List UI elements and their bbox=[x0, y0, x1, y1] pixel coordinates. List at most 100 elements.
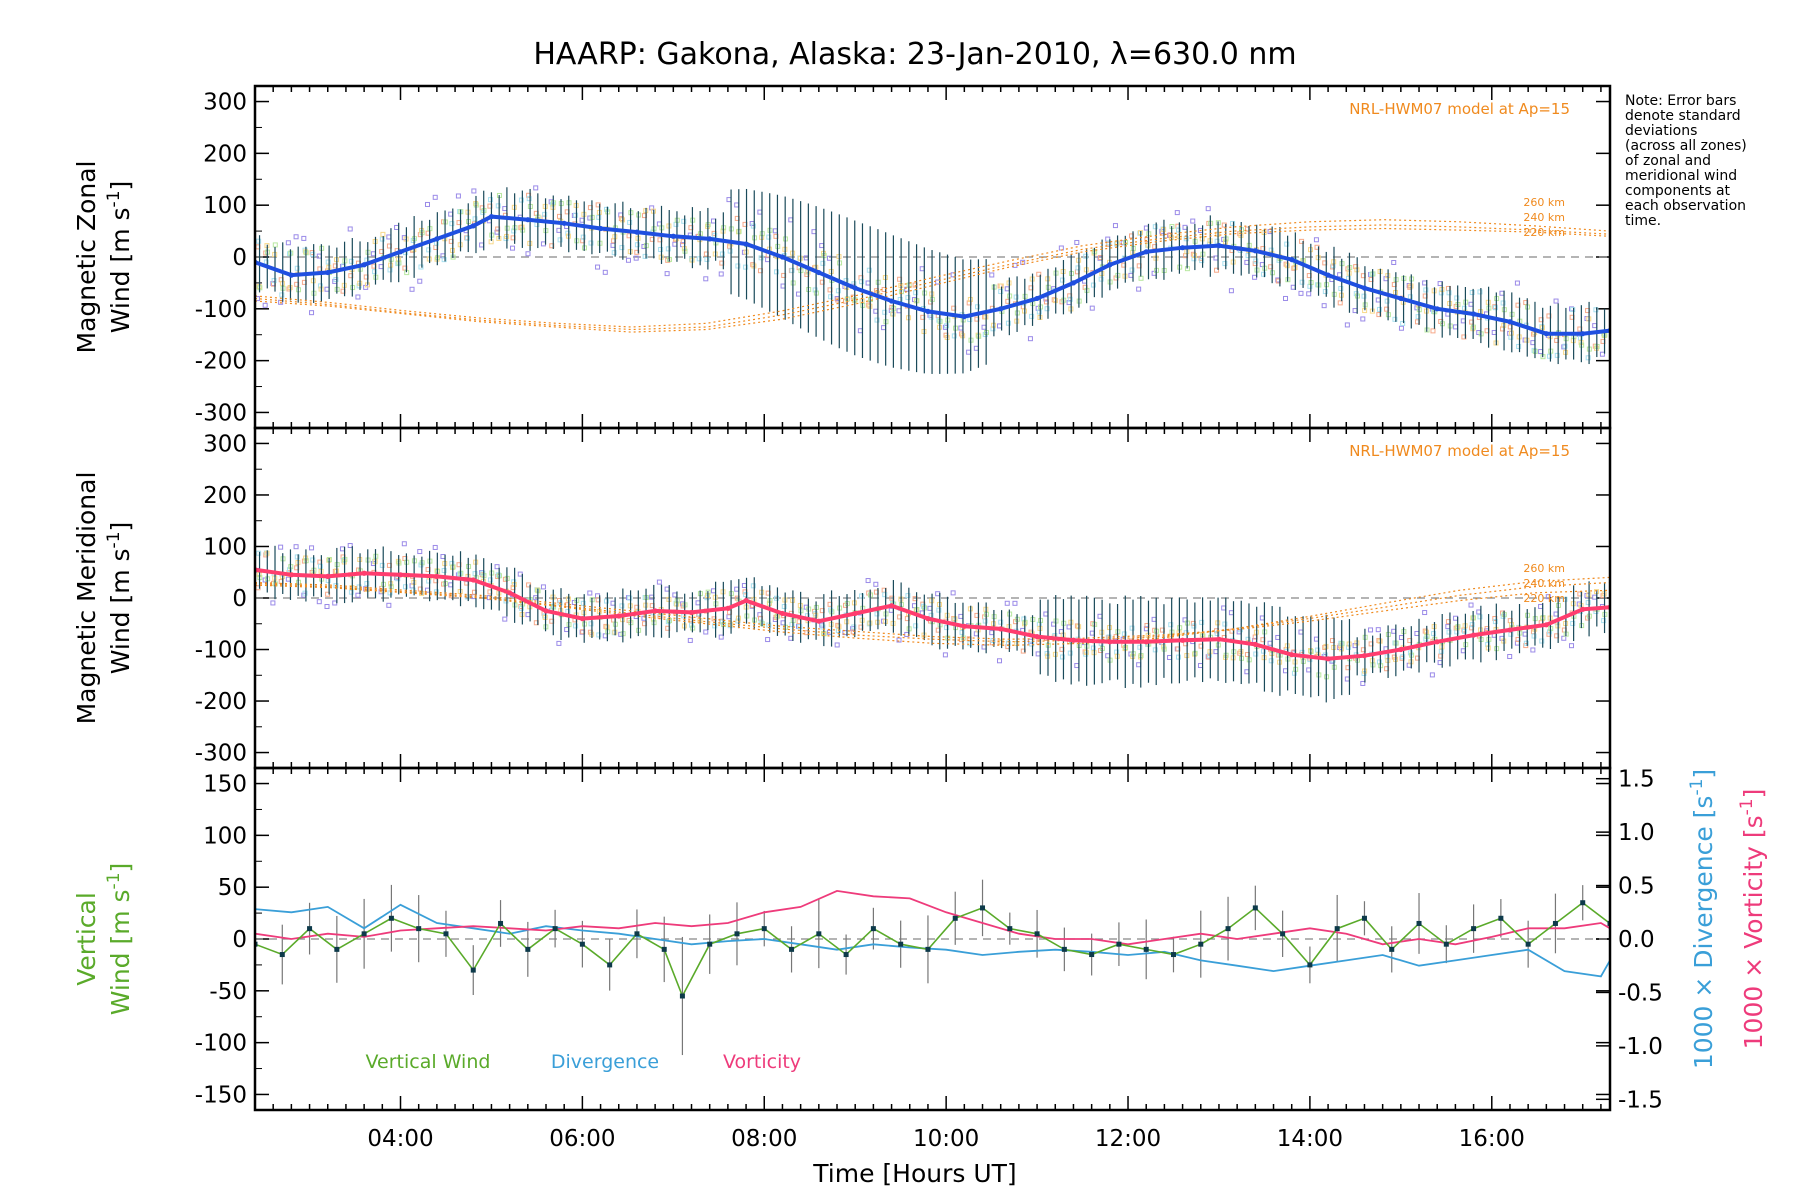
wind-point bbox=[1470, 311, 1477, 317]
wind-point bbox=[288, 572, 294, 578]
vertical-wind-panel: -150 -100 -50 0 50 100 150 -1.5 -1.0 -0.5 0.0 0.5 1.… bbox=[72, 767, 1768, 1188]
zone-estimate-marker bbox=[317, 283, 323, 289]
zone-estimate-marker bbox=[588, 621, 594, 627]
wind-point bbox=[1580, 606, 1586, 612]
note-line: each observation bbox=[1625, 198, 1746, 214]
zone-estimate-marker bbox=[1261, 271, 1267, 277]
vertical-wind-point bbox=[388, 915, 394, 921]
zone-estimate-marker bbox=[765, 257, 771, 263]
zone-estimate-marker bbox=[1553, 611, 1559, 617]
y-tick-label: 300 bbox=[203, 431, 247, 457]
wind-point bbox=[1361, 285, 1368, 291]
zone-estimate-marker bbox=[1252, 274, 1258, 280]
vertical-wind-point bbox=[1471, 926, 1477, 932]
zone-estimate-marker bbox=[441, 568, 447, 574]
zone-estimate-marker bbox=[511, 228, 517, 234]
zone-estimate-marker bbox=[1313, 237, 1319, 243]
zone-estimate-marker bbox=[1044, 306, 1050, 312]
zone-estimate-marker bbox=[927, 605, 933, 611]
zone-estimate-marker bbox=[1539, 638, 1545, 644]
zone-estimate-marker bbox=[557, 600, 563, 606]
zone-estimate-marker bbox=[1138, 275, 1144, 281]
zone-estimate-marker bbox=[510, 245, 516, 251]
zone-estimate-marker bbox=[1400, 654, 1406, 660]
y-tick-label: 100 bbox=[203, 193, 247, 219]
model-label: NRL-HWM07 model at Ap=15 bbox=[1349, 442, 1570, 460]
zone-estimate-marker bbox=[944, 625, 950, 631]
zone-estimate-marker bbox=[1029, 641, 1035, 647]
y-tick-label: 0 bbox=[232, 245, 247, 271]
zone-estimate-marker bbox=[967, 317, 973, 323]
zone-estimate-marker bbox=[287, 251, 293, 257]
zone-estimate-marker bbox=[788, 217, 794, 223]
wind-point bbox=[1252, 641, 1258, 647]
zone-estimate-marker bbox=[502, 616, 508, 622]
vertical-wind-point bbox=[279, 952, 285, 958]
zone-estimate-marker bbox=[370, 251, 376, 257]
zone-estimate-marker bbox=[1460, 318, 1466, 324]
zone-estimate-marker bbox=[1423, 287, 1429, 293]
zone-estimate-marker bbox=[1468, 602, 1474, 608]
zone-estimate-marker bbox=[766, 234, 772, 240]
zone-estimate-marker bbox=[905, 593, 911, 599]
y-axis-title: Magnetic Zonal Wind [m s-1] bbox=[72, 161, 135, 354]
zone-estimate-marker bbox=[256, 238, 262, 244]
zone-estimate-marker bbox=[1492, 619, 1498, 625]
zone-estimate-marker bbox=[1136, 286, 1142, 292]
wind-point bbox=[1543, 331, 1549, 337]
zone-estimate-marker bbox=[1476, 609, 1482, 615]
zone-estimate-marker bbox=[1337, 272, 1343, 278]
zone-estimate-marker bbox=[503, 598, 509, 604]
zone-estimate-marker bbox=[256, 550, 262, 556]
vertical-wind-point bbox=[816, 931, 822, 937]
zone-estimate-marker bbox=[1214, 267, 1220, 273]
zone-estimate-marker bbox=[1360, 680, 1366, 686]
zone-estimate-marker bbox=[998, 289, 1004, 295]
superscript: -1 bbox=[104, 531, 124, 548]
zone-estimate-marker bbox=[324, 286, 330, 292]
zone-estimate-marker bbox=[710, 588, 716, 594]
wind-point bbox=[961, 623, 967, 629]
zone-estimate-marker bbox=[811, 229, 817, 235]
zone-estimate-marker bbox=[379, 562, 385, 568]
zone-estimate-marker bbox=[851, 624, 857, 630]
x-tick-label: 14:00 bbox=[1277, 1126, 1343, 1152]
vertical-wind-point bbox=[1252, 905, 1258, 911]
zone-estimate-marker bbox=[472, 216, 478, 222]
wind-point bbox=[597, 225, 604, 232]
zone-estimate-marker bbox=[1338, 286, 1344, 292]
zone-estimate-marker bbox=[1004, 286, 1010, 292]
wind-point bbox=[1289, 256, 1295, 263]
y-tick-label: -100 bbox=[195, 1031, 247, 1057]
zone-estimate-marker bbox=[857, 328, 863, 334]
wind-point bbox=[579, 616, 585, 622]
zone-estimate-marker bbox=[619, 603, 625, 609]
zone-estimate-marker bbox=[1547, 353, 1553, 359]
zone-estimate-marker bbox=[1029, 313, 1035, 319]
zone-estimate-marker bbox=[1368, 627, 1374, 633]
zone-estimate-marker bbox=[556, 227, 562, 233]
zone-estimate-marker bbox=[1446, 629, 1452, 635]
y-tick-label: -50 bbox=[209, 979, 247, 1005]
axis-title-line: Magnetic Meridional bbox=[72, 472, 101, 725]
zone-estimate-marker bbox=[1228, 610, 1234, 616]
zone-estimate-marker bbox=[1027, 336, 1033, 342]
wind-point bbox=[816, 618, 822, 624]
zone-estimate-marker bbox=[820, 624, 826, 630]
wind-point bbox=[816, 269, 822, 276]
zone-estimate-marker bbox=[1152, 647, 1158, 653]
y2-tick-label: -0.5 bbox=[1618, 980, 1663, 1006]
zone-estimate-marker bbox=[989, 630, 995, 636]
axis-title-line: 1000 × Divergence [s-1] bbox=[1687, 769, 1718, 1069]
wind-point bbox=[1434, 639, 1440, 645]
wind-point bbox=[725, 605, 731, 611]
wind-point bbox=[634, 229, 640, 235]
wind-point bbox=[434, 236, 440, 242]
zone-estimate-marker bbox=[881, 325, 887, 331]
zone-estimate-marker bbox=[386, 602, 392, 608]
axis-title-rest: ] bbox=[106, 181, 135, 191]
wind-point bbox=[325, 573, 331, 579]
zone-estimate-marker bbox=[395, 576, 401, 582]
zone-estimate-marker bbox=[1460, 648, 1466, 654]
